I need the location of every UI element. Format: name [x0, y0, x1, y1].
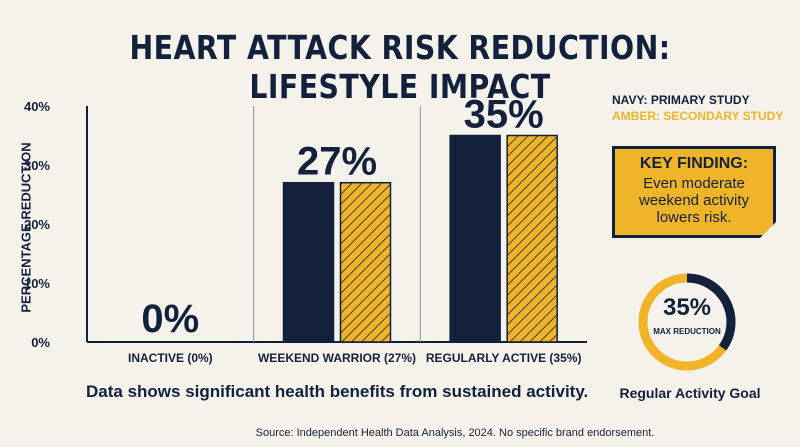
- category-labels: INACTIVE (0%) WEEKEND WARRIOR (27%) REGULA…: [128, 351, 581, 365]
- gauge-caption: MAX REDUCTION: [653, 327, 721, 336]
- y-tick-label: 20%: [24, 217, 50, 232]
- gauge-ring: [638, 273, 736, 371]
- y-ticks: 0% 10% 20% 30% 40%: [24, 99, 50, 350]
- bar-secondary: [339, 181, 392, 343]
- y-tick-label: 30%: [24, 158, 50, 173]
- bar-value-label: 27%: [297, 140, 377, 184]
- y-tick-label: 10%: [24, 276, 50, 291]
- source-note: Source: Independent Health Data Analysis…: [255, 427, 655, 439]
- legend-secondary-study: AMBER: SECONDARY STUDY: [612, 109, 784, 123]
- max-reduction-gauge: 35% MAX REDUCTION: [622, 270, 752, 380]
- legend-primary-study: NAVY: PRIMARY STUDY: [612, 93, 750, 107]
- bars: [282, 134, 558, 343]
- summary-text: Data shows significant health benefits f…: [86, 382, 589, 401]
- gauge-fill: [686, 273, 736, 351]
- gauge-label: Regular Activity Goal: [619, 385, 761, 401]
- x-category-label: REGULARLY ACTIVE (35%): [426, 351, 582, 365]
- key-finding-callout: KEY FINDING: Even moderate weekend activ…: [612, 146, 776, 238]
- gauge-value: 35%: [662, 294, 712, 321]
- folded-corner: [760, 222, 776, 238]
- bar-value-label: 0%: [141, 297, 199, 341]
- key-finding-text: Even moderate weekend activity lowers ri…: [638, 175, 750, 226]
- bar-primary: [282, 181, 335, 343]
- legend: NAVY: PRIMARY STUDY AMBER: SECONDARY STU…: [612, 92, 783, 124]
- bar-secondary: [506, 134, 558, 343]
- y-tick-label: 40%: [24, 99, 50, 114]
- bar-value-label: 35%: [464, 93, 544, 137]
- y-tick-label: 0%: [31, 335, 50, 350]
- chart-title: HEART ATTACK RISK REDUCTION: LIFESTYLE I…: [129, 28, 671, 106]
- chart-axes: [86, 106, 587, 343]
- bar-primary: [449, 134, 501, 343]
- x-category-label: INACTIVE (0%): [128, 351, 213, 365]
- value-labels: 0% 27% 35%: [141, 93, 543, 342]
- x-category-label: WEEKEND WARRIOR (27%): [258, 351, 416, 365]
- key-finding-title: KEY FINDING:: [639, 155, 749, 172]
